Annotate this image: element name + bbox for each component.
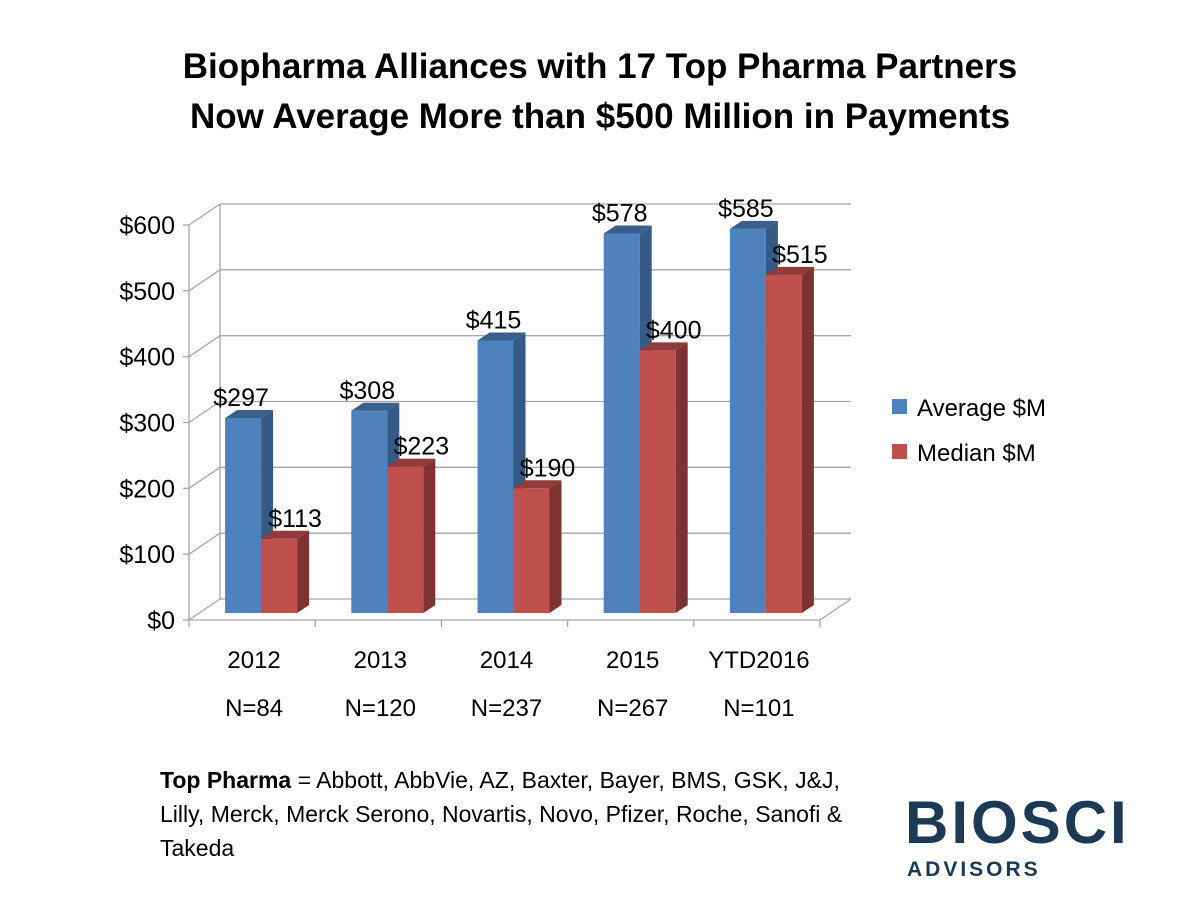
logo-text: BIOSCI — [905, 789, 1130, 856]
y-tick-label: $300 — [119, 410, 175, 438]
bar-average-2012 — [225, 418, 262, 613]
x-sublabel: N=237 — [471, 695, 542, 722]
bar-average-2014 — [477, 340, 514, 613]
data-label: $223 — [393, 433, 449, 461]
legend-swatch — [892, 444, 907, 459]
bar-top — [639, 342, 688, 351]
legend-label: Average $M — [917, 395, 1046, 422]
x-sublabel: N=101 — [723, 695, 794, 722]
x-tick-label: 2014 — [480, 647, 533, 674]
x-sublabel: N=84 — [225, 695, 283, 722]
data-label: $297 — [213, 384, 269, 412]
footnote: Top Pharma = Abbott, AbbVie, AZ, Baxter,… — [160, 763, 860, 865]
chart-title: Biopharma Alliances with 17 Top Pharma P… — [0, 42, 1200, 142]
gridline-diagonal — [188, 269, 221, 292]
data-label: $515 — [772, 241, 828, 269]
x-tick-label: 2015 — [606, 647, 659, 674]
data-label: $585 — [718, 195, 774, 223]
bar-top — [513, 480, 562, 489]
bar-average-2013 — [351, 410, 388, 613]
bar-top — [261, 530, 310, 539]
data-label: $190 — [520, 454, 576, 482]
bar-top — [477, 332, 526, 341]
logo-subtext: ADVISORS — [907, 858, 1041, 881]
data-label: $578 — [592, 200, 648, 228]
x-sublabel: N=267 — [597, 695, 668, 722]
x-sublabel: N=120 — [345, 695, 416, 722]
bar-median-2015 — [639, 350, 676, 613]
y-tick-label: $100 — [119, 541, 175, 569]
bar-side — [297, 530, 310, 613]
bar-top — [603, 225, 652, 234]
bar-top — [765, 266, 814, 275]
bar-top — [387, 458, 436, 467]
bar-side — [801, 266, 814, 613]
x-tick-label: 2012 — [227, 647, 280, 674]
bar-median-YTD2016 — [765, 274, 802, 613]
gridline-diagonal — [188, 335, 221, 358]
legend-label: Median $M — [917, 440, 1036, 467]
y-tick-label: $200 — [119, 475, 175, 503]
x-tick-label: YTD2016 — [708, 647, 809, 674]
bar-average-YTD2016 — [729, 228, 766, 613]
y-tick-label: $600 — [119, 212, 175, 240]
gridline-diagonal — [188, 400, 221, 424]
floor-edge — [819, 598, 852, 621]
gridline-diagonal — [188, 466, 221, 489]
x-tick-label: 2013 — [354, 647, 407, 674]
bar-average-2015 — [603, 233, 640, 613]
bar-side — [675, 342, 688, 613]
biosci-logo: BIOSCI ADVISORS — [905, 792, 1190, 892]
data-label: $400 — [646, 316, 702, 344]
bar-side — [423, 458, 436, 613]
title-line-1: Biopharma Alliances with 17 Top Pharma P… — [182, 47, 1018, 86]
bar-side — [549, 480, 562, 613]
data-label: $308 — [339, 377, 395, 405]
bar-top — [225, 410, 274, 418]
footnote-text: = Abbott, AbbVie, AZ, Baxter, Bayer, BMS… — [160, 767, 843, 861]
footnote-bold: Top Pharma — [160, 767, 292, 793]
y-tick-label: $0 — [147, 607, 175, 635]
data-label: $113 — [268, 505, 322, 533]
gridline-diagonal — [188, 203, 221, 226]
data-label: $415 — [466, 307, 522, 335]
bar-top — [729, 220, 778, 229]
y-tick-label: $400 — [119, 344, 175, 372]
y-tick-label: $500 — [119, 278, 175, 306]
legend-swatch — [892, 399, 907, 414]
bar-median-2012 — [261, 538, 298, 613]
title-line-2: Now Average More than $500 Million in Pa… — [189, 97, 1011, 136]
bar-median-2013 — [387, 466, 424, 613]
gridline-diagonal — [188, 598, 221, 621]
bar-median-2014 — [513, 488, 550, 613]
gridline-diagonal — [188, 532, 221, 555]
bar-top — [351, 402, 400, 411]
